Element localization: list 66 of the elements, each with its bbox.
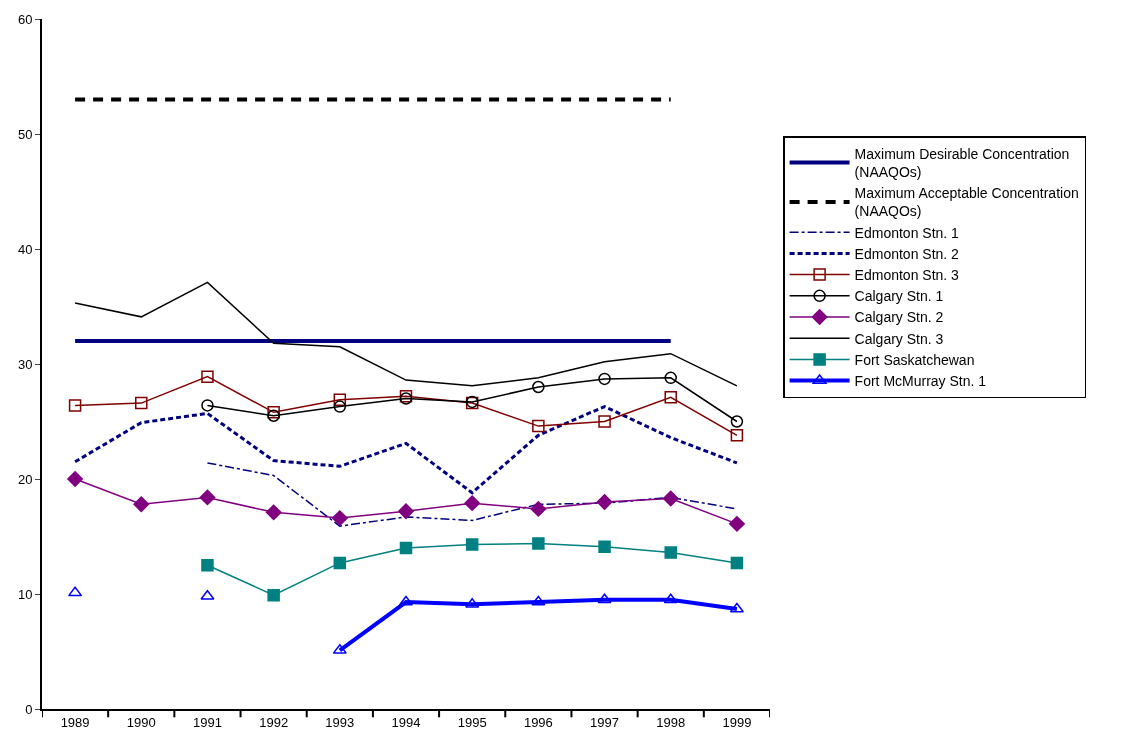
point [201, 370, 214, 383]
y-tick-label: 40 [17, 241, 33, 257]
line-series [74, 281, 738, 387]
point [465, 538, 479, 551]
legend-label: Edmonton Stn. 2 [854, 245, 960, 262]
legend-label: Edmonton Stn. 1 [854, 224, 960, 241]
point [729, 515, 745, 532]
point [598, 540, 611, 554]
x-tick-label: 1999 [722, 714, 752, 730]
point [532, 419, 545, 433]
legend-label: Calgary Stn. 1 [854, 288, 944, 305]
point [531, 595, 546, 606]
x-tick-label: 1996 [523, 714, 553, 730]
point [664, 391, 677, 404]
y-tick-label: 20 [17, 471, 33, 487]
y-tick-label: 30 [17, 356, 33, 372]
point [265, 504, 282, 521]
point [135, 396, 148, 410]
point [532, 537, 545, 550]
point [68, 399, 82, 412]
point [333, 400, 347, 413]
point [398, 503, 414, 520]
x-tick-label: 1995 [457, 714, 487, 730]
point [664, 371, 677, 385]
point [464, 495, 481, 512]
legend-label: Fort Saskatchewan [854, 351, 975, 368]
legend-label: Maximum Desirable Concentration (NAAQOs) [854, 145, 1070, 181]
x-tick-label: 1990 [126, 714, 156, 730]
point [267, 588, 280, 602]
legend-label: Fort McMurray Stn. 1 [854, 373, 987, 390]
y-tick-label: 60 [17, 11, 33, 27]
x-tick-label: 1989 [60, 714, 90, 730]
y-tick-label: 0 [25, 701, 33, 717]
x-tick-label: 1992 [259, 714, 289, 730]
point [730, 415, 744, 428]
point [597, 593, 612, 604]
point [201, 399, 214, 412]
legend-label: Calgary Stn. 3 [854, 330, 944, 347]
point [596, 494, 613, 510]
point [532, 380, 545, 394]
point [199, 489, 216, 506]
point [333, 393, 347, 406]
point [399, 541, 413, 555]
y-tick-label: 50 [17, 126, 33, 142]
legend-label: Calgary Stn. 2 [854, 309, 944, 326]
point [333, 556, 347, 570]
x-tick-label: 1994 [391, 714, 421, 730]
point [663, 593, 678, 604]
x-tick-label: 1991 [192, 714, 222, 730]
y-tick-label: 10 [17, 586, 33, 602]
point [201, 559, 214, 572]
point [662, 490, 679, 507]
legend-label: Maximum Acceptable Concentration (NAAQOs) [854, 185, 1079, 220]
point [331, 510, 348, 526]
point [67, 471, 83, 487]
point [598, 415, 611, 428]
point [530, 501, 547, 517]
point [133, 496, 150, 513]
legend-label: Edmonton Stn. 3 [854, 267, 960, 284]
point [598, 372, 611, 386]
x-tick-label: 1997 [590, 714, 620, 730]
x-tick-label: 1998 [656, 714, 686, 730]
x-tick-label: 1993 [325, 714, 355, 730]
point [664, 546, 677, 559]
point [730, 429, 744, 442]
point [730, 556, 744, 570]
